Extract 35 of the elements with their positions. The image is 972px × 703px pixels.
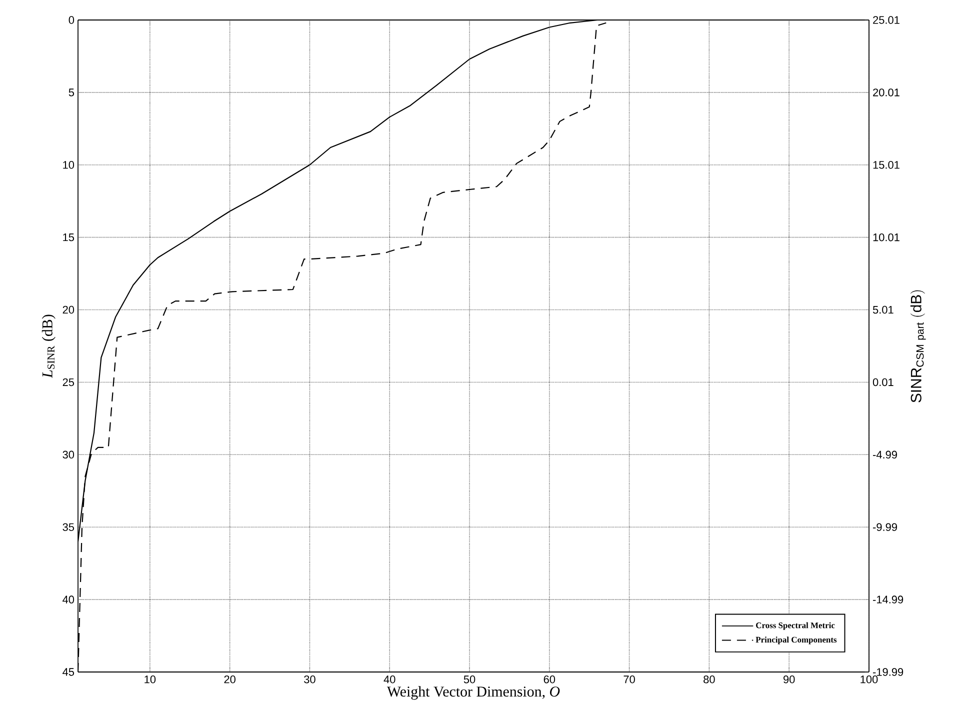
x-tick-label: 100	[860, 676, 878, 684]
x-tick-label: 70	[624, 676, 635, 684]
y2-tick-label: -4.99	[873, 450, 897, 459]
y2-tick-label: -19.99	[873, 668, 904, 676]
y2-tick-label: 5.01	[872, 306, 894, 314]
y-tick-label: 45	[62, 668, 74, 676]
y2-axis-title: $\mathrm{SINR}_{\mathrm{CSM\ part}}\ \mathrm{(dB)}$	[910, 290, 926, 402]
x-tick-label: 20	[224, 676, 236, 684]
x-tick-label: 60	[544, 676, 556, 684]
x-tick-label: 50	[464, 676, 476, 684]
x-tick-label: 80	[704, 676, 715, 684]
y2-tick-label: 0.01	[872, 378, 894, 386]
legend-label: Cross Spectral Metric	[756, 622, 835, 630]
y-tick-label: 40	[62, 596, 74, 604]
y-tick-label: 20	[62, 306, 74, 314]
y2-tick-label: 20.01	[873, 88, 900, 96]
y-tick-label: 0	[68, 16, 74, 24]
y-tick-label: 25	[62, 378, 74, 386]
x-tick-label: 40	[384, 676, 396, 684]
y2-tick-label: 15.01	[873, 161, 900, 169]
y2-tick-label: 10.01	[873, 233, 900, 242]
y-tick-label: 15	[63, 234, 74, 242]
x-tick-label: 10	[144, 676, 156, 684]
y-tick-label: 5	[68, 88, 74, 96]
y-tick-label: 30	[62, 450, 74, 459]
y-axis-title: L$_{SINR}$ (dB)	[42, 314, 56, 378]
x-axis-title: Weight Vector Dimension, O	[386, 686, 560, 700]
x-tick-label: 30	[304, 676, 316, 684]
y-tick-label: 35	[62, 523, 74, 531]
legend-label: Principal Components	[756, 636, 837, 644]
y-tick-label: 10	[63, 161, 74, 169]
y2-tick-label: -9.99	[873, 523, 897, 531]
y2-tick-label: 25.01	[873, 16, 900, 24]
y2-tick-label: -14.99	[873, 596, 904, 604]
x-tick-label: 90	[784, 676, 795, 684]
